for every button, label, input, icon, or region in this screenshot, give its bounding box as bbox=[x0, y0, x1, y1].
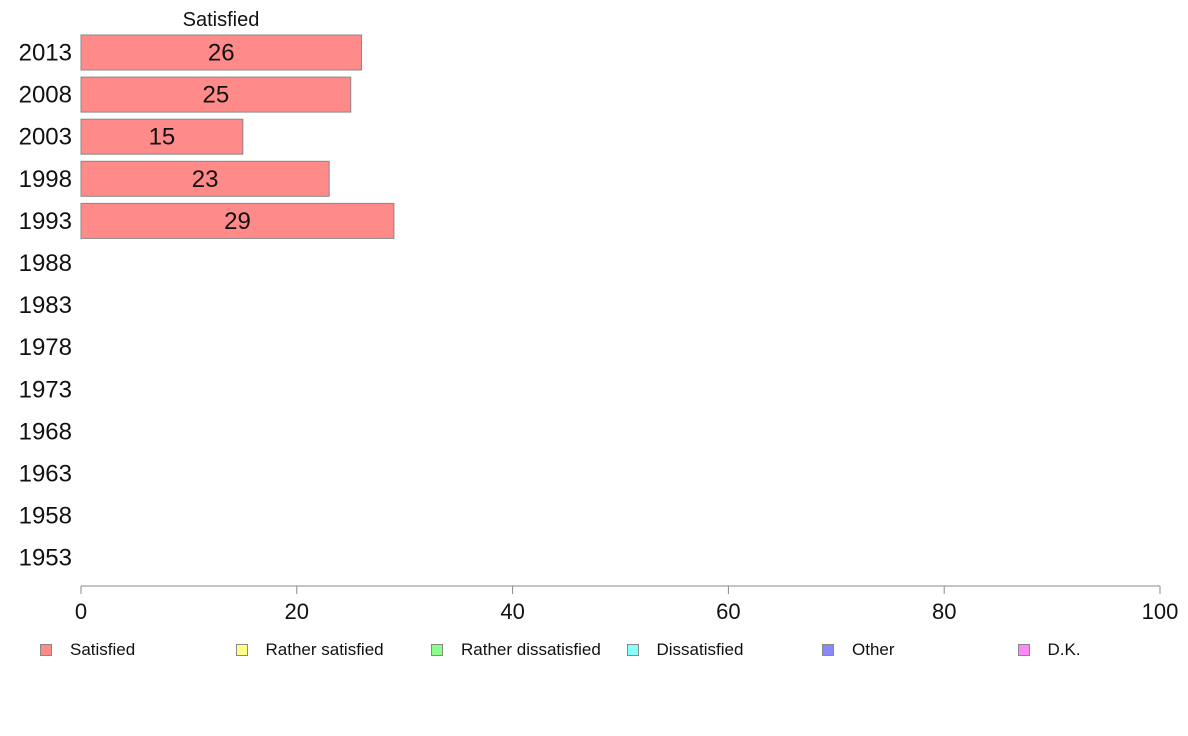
legend-item: D.K. bbox=[1017, 638, 1081, 662]
bar-value-label: 29 bbox=[224, 208, 251, 235]
legend-swatch bbox=[431, 644, 443, 656]
x-tick-label: 60 bbox=[716, 599, 740, 624]
y-tick-label: 1958 bbox=[19, 503, 72, 530]
y-tick-label: 1963 bbox=[19, 461, 72, 488]
x-tick-label: 0 bbox=[75, 599, 87, 624]
legend-label: Satisfied bbox=[70, 640, 136, 659]
y-tick-label: 1998 bbox=[19, 166, 72, 193]
y-tick-label: 1953 bbox=[19, 545, 72, 572]
y-tick-label: 2003 bbox=[19, 124, 72, 151]
legend-swatch bbox=[40, 644, 52, 656]
bar-value-label: 25 bbox=[203, 82, 230, 109]
x-tick-label: 80 bbox=[932, 599, 956, 624]
legend-swatch bbox=[235, 644, 248, 656]
legend-label: Other bbox=[852, 640, 895, 659]
y-axis-labels: 2013 2008 2003 1998 1993 1988 1983 1978 1973 1968… bbox=[19, 40, 72, 572]
y-tick-label: 1978 bbox=[19, 334, 72, 361]
legend-item: Satisfied bbox=[40, 638, 135, 662]
legend-swatch bbox=[822, 644, 834, 656]
x-tick-label: 100 bbox=[1142, 599, 1179, 624]
legend-item: Rather satisfied bbox=[235, 638, 384, 662]
y-tick-label: 2008 bbox=[19, 82, 72, 109]
series-top-label: Satisfied bbox=[183, 9, 260, 31]
legend-item: Other bbox=[822, 638, 895, 662]
legend-swatch bbox=[1017, 644, 1030, 656]
legend-swatch bbox=[626, 644, 639, 656]
x-tick-label: 40 bbox=[500, 599, 524, 624]
bar bbox=[80, 76, 352, 113]
y-tick-label: 1993 bbox=[19, 208, 72, 235]
bar-value-label: 23 bbox=[192, 166, 219, 193]
y-tick-label: 1968 bbox=[19, 418, 72, 445]
bar bbox=[80, 118, 244, 155]
y-tick-label: 1973 bbox=[19, 376, 72, 403]
legend-label: Dissatisfied bbox=[656, 640, 744, 659]
y-tick-label: 2013 bbox=[19, 40, 72, 67]
legend-label: D.K. bbox=[1047, 640, 1081, 659]
bar bbox=[80, 202, 395, 239]
x-tick-label: 20 bbox=[285, 599, 309, 624]
legend-label: Rather satisfied bbox=[265, 640, 384, 659]
x-axis: 0 20 40 60 80 100 bbox=[75, 585, 1179, 624]
bar bbox=[80, 160, 330, 197]
y-tick-label: 1983 bbox=[19, 292, 72, 319]
legend-item: Rather dissatisfied bbox=[431, 638, 601, 662]
legend: Satisfied Rather satisfied Rather dissatis… bbox=[0, 638, 1188, 662]
legend-label: Rather dissatisfied bbox=[461, 640, 601, 659]
bar-value-label: 26 bbox=[208, 40, 235, 67]
bar bbox=[80, 34, 363, 71]
bar-value-label: 15 bbox=[149, 124, 176, 151]
y-tick-label: 1988 bbox=[19, 250, 72, 277]
legend-item: Dissatisfied bbox=[626, 638, 744, 662]
